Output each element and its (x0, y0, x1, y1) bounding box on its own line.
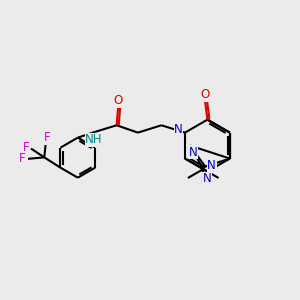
Text: N: N (203, 172, 212, 185)
Text: NH: NH (85, 134, 103, 146)
Text: O: O (200, 88, 210, 101)
Text: F: F (22, 141, 29, 154)
Text: N: N (174, 123, 183, 136)
Text: N: N (189, 146, 198, 159)
Text: N: N (207, 159, 216, 172)
Text: F: F (19, 152, 26, 165)
Text: O: O (113, 94, 123, 107)
Text: F: F (44, 131, 50, 144)
